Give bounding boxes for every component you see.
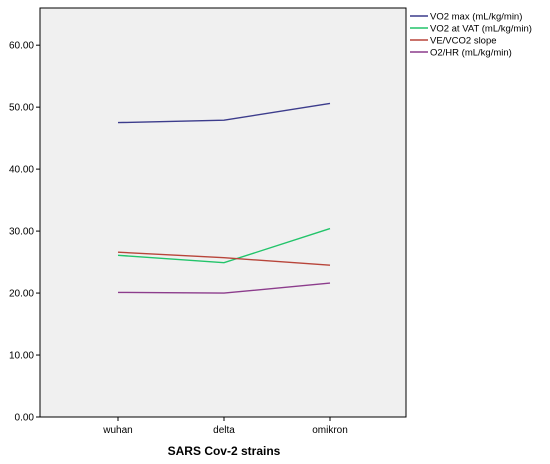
legend-label: VO2 at VAT (mL/kg/min) <box>430 24 532 35</box>
x-tick-label: delta <box>213 425 235 436</box>
y-tick-label: 20.00 <box>9 289 34 300</box>
x-axis: wuhan delta omikron <box>102 417 348 436</box>
y-tick-label: 30.00 <box>9 227 34 238</box>
y-tick-label: 60.00 <box>9 41 34 52</box>
series-line-1 <box>117 227 331 264</box>
y-tick-label: 0.00 <box>15 413 35 424</box>
plot-area <box>39 7 407 418</box>
y-tick-label: 40.00 <box>9 165 34 176</box>
x-tick-label: wuhan <box>102 425 132 436</box>
y-tick-label: 50.00 <box>9 103 34 114</box>
legend: VO2 max (mL/kg/min)VO2 at VAT (mL/kg/min… <box>410 12 532 59</box>
x-axis-label: SARS Cov-2 strains <box>168 444 281 458</box>
x-tick-label: omikron <box>312 425 348 436</box>
series-line-3 <box>117 282 331 294</box>
series-line-0 <box>117 102 331 124</box>
y-axis: 0.00 10.00 20.00 30.00 40.00 50.00 60.00 <box>9 41 40 424</box>
legend-label: VE/VCO2 slope <box>430 36 497 47</box>
series-lines <box>117 102 331 294</box>
legend-label: VO2 max (mL/kg/min) <box>430 12 522 23</box>
legend-label: O2/HR (mL/kg/min) <box>430 48 512 59</box>
y-tick-label: 10.00 <box>9 351 34 362</box>
series-line-2 <box>117 251 331 266</box>
